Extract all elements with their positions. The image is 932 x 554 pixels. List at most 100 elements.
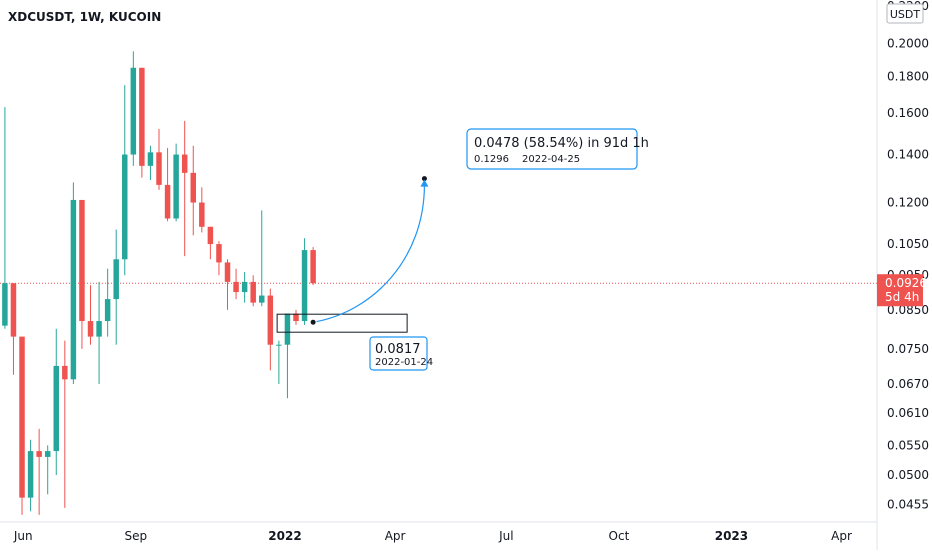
symbol-title: XDCUSDT, 1W, KUCOIN [8, 10, 161, 24]
price-tick: 0.1600 [887, 106, 929, 120]
candle[interactable] [70, 182, 77, 384]
candle-body [44, 451, 51, 457]
candle[interactable] [164, 147, 171, 222]
candle[interactable] [259, 210, 265, 307]
time-tick: Apr [385, 529, 406, 543]
candle-body [241, 281, 248, 293]
candle[interactable] [87, 285, 94, 345]
currency-badge[interactable]: USDT [886, 3, 924, 24]
price-tick: 0.1800 [887, 69, 929, 83]
candle[interactable] [113, 229, 119, 345]
projection-main-text: 0.0478 (58.54%) in 91d 1h [474, 136, 649, 151]
candle[interactable] [53, 328, 60, 476]
time-tick: 2023 [715, 529, 748, 543]
candle-body [104, 299, 111, 322]
candle[interactable] [2, 107, 8, 329]
candle-body [224, 262, 231, 282]
candle-body [139, 67, 145, 166]
candle[interactable] [104, 268, 111, 337]
candle[interactable] [122, 85, 128, 276]
candle-body [70, 199, 77, 380]
price-tick: 0.1400 [887, 148, 929, 162]
candle-body [301, 250, 308, 322]
candle[interactable] [19, 336, 25, 515]
time-axis-labels: Jun Sep 2022 Apr Jul Oct 2023 Apr [13, 529, 852, 543]
price-tick: 0.0850 [887, 303, 929, 317]
candle-body [199, 202, 205, 227]
projection-price-text: 0.1296 [474, 154, 509, 165]
anchor-price-text: 0.0817 [375, 342, 421, 357]
candle-body [267, 295, 274, 345]
price-tick: 0.0550 [887, 438, 929, 452]
candle[interactable] [267, 288, 274, 371]
candle[interactable] [276, 340, 282, 384]
candle[interactable] [139, 67, 145, 178]
time-tick: Apr [831, 529, 852, 543]
candle-body [310, 250, 316, 284]
candle-body [62, 365, 68, 380]
candle-body [2, 283, 8, 326]
candle-body [122, 154, 128, 260]
currency-label: USDT [890, 8, 921, 21]
candle[interactable] [96, 281, 102, 384]
candle-body [36, 451, 42, 457]
candle-body [293, 313, 299, 322]
candle-body [53, 365, 60, 452]
price-tick: 0.2000 [887, 37, 929, 51]
candle-body [147, 152, 154, 166]
candle[interactable] [79, 199, 85, 349]
candles-layer [2, 51, 316, 515]
candle[interactable] [36, 428, 42, 515]
candle[interactable] [173, 143, 179, 222]
last-price-badge: 0.0926 5d 4h [877, 274, 927, 307]
candle[interactable] [301, 238, 308, 325]
candle-body [156, 152, 162, 185]
time-tick: Sep [124, 529, 147, 543]
candle[interactable] [233, 268, 239, 300]
candle[interactable] [293, 309, 299, 325]
price-tick: 0.0750 [887, 342, 929, 356]
candle[interactable] [310, 247, 316, 286]
candle[interactable] [207, 226, 214, 260]
candle-body [19, 336, 25, 498]
candle[interactable] [156, 128, 162, 190]
candle[interactable] [10, 283, 17, 375]
candle[interactable] [199, 187, 205, 233]
candle[interactable] [241, 271, 248, 303]
projection-arc [313, 184, 426, 323]
price-tick: 0.1200 [887, 196, 929, 210]
candle[interactable] [130, 51, 137, 166]
projection-label[interactable]: 0.0478 (58.54%) in 91d 1h 0.1296 2022-04… [466, 128, 649, 170]
candle-body [27, 451, 34, 498]
candle[interactable] [62, 340, 68, 508]
candle-body [259, 295, 265, 303]
anchor-label[interactable]: 0.0817 2022-01-24 [369, 336, 433, 371]
candle-body [190, 172, 196, 203]
candle-body [87, 321, 94, 337]
price-tick: 0.0610 [887, 406, 929, 420]
candle[interactable] [27, 439, 34, 512]
time-tick: Oct [609, 529, 630, 543]
candle-body [10, 283, 17, 337]
candle-body [250, 281, 256, 303]
candle[interactable] [44, 445, 51, 495]
candle-body [216, 244, 222, 263]
arrow-head-icon [420, 179, 429, 187]
candle-body [113, 259, 119, 300]
candle-body [207, 226, 214, 245]
candle[interactable] [250, 275, 256, 307]
price-tick: 0.1050 [887, 237, 929, 251]
candle-body [173, 154, 179, 219]
time-tick: Jun [13, 529, 33, 543]
anchor-date-text: 2022-01-24 [375, 357, 433, 368]
candle[interactable] [216, 241, 222, 276]
candle[interactable] [147, 145, 154, 181]
candle[interactable] [284, 313, 291, 399]
candle[interactable] [181, 120, 188, 257]
candle[interactable] [224, 259, 231, 310]
candle-body [181, 154, 188, 173]
candle-body [96, 321, 102, 337]
candle[interactable] [190, 145, 196, 236]
